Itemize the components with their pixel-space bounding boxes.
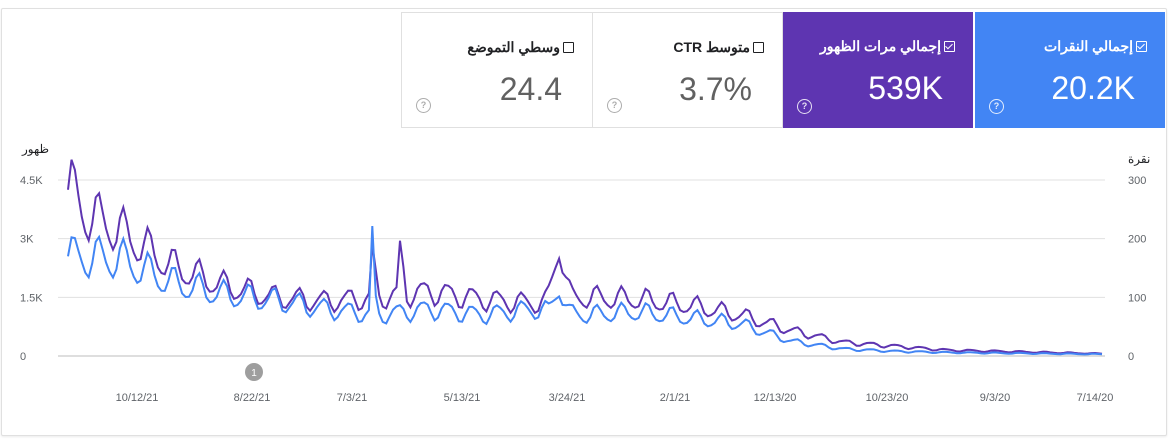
metric-card-average-position[interactable]: وسطي التموضع 24.4 ? [401, 12, 592, 128]
help-icon[interactable]: ? [797, 99, 812, 114]
annotation-circle[interactable] [245, 363, 263, 381]
x-ticks: 10/12/21 8/22/21 7/3/21 5/13/21 3/24/21 2/1/2… [116, 392, 1114, 404]
x-tick-label: 7/3/21 [337, 392, 368, 404]
y-left-tick-label: 1.5K [20, 292, 43, 304]
help-icon[interactable]: ? [607, 98, 622, 113]
x-tick-label: 2/1/21 [660, 392, 691, 404]
metric-card-total-clicks[interactable]: إجمالي النقرات 20.2K ? [975, 12, 1165, 128]
x-tick-label: 5/13/21 [444, 392, 481, 404]
checkbox-checked-icon[interactable] [1136, 41, 1147, 52]
metric-value: 24.4 [499, 71, 562, 107]
x-tick-label: 8/22/21 [234, 392, 271, 404]
x-tick-label: 3/24/21 [549, 392, 586, 404]
y-right-tick-label: 200 [1128, 234, 1146, 246]
series-line-impressions [67, 159, 1103, 355]
x-tick-label: 12/13/20 [754, 392, 797, 404]
y-right-axis-title: نقرة [1128, 152, 1150, 166]
metric-card-total-impressions[interactable]: إجمالي مرات الظهور 539K ? [783, 12, 973, 128]
checkbox-icon[interactable] [563, 42, 574, 53]
y-left-tick-label: 0 [20, 351, 26, 363]
x-tick-label: 9/3/20 [980, 392, 1011, 404]
x-tick-label: 10/23/20 [866, 392, 909, 404]
annotation-label: 1 [251, 368, 257, 379]
y-right-tick-label: 0 [1128, 351, 1134, 363]
metric-label: وسطي التموضع [467, 39, 560, 55]
help-icon[interactable]: ? [989, 99, 1004, 114]
y-left-tick-label: 4.5K [20, 175, 43, 187]
series-line-clicks [67, 226, 1103, 356]
y-right-ticks: 300 200 100 0 [1128, 175, 1146, 363]
annotation-marker[interactable]: 1 [245, 363, 263, 381]
metric-label: إجمالي النقرات [1044, 38, 1133, 54]
y-right-tick-label: 100 [1128, 292, 1146, 304]
chart-grid [58, 179, 1105, 357]
metric-value: 3.7% [679, 71, 752, 107]
checkbox-checked-icon[interactable] [944, 41, 955, 52]
y-left-tick-label: 3K [20, 234, 34, 246]
metric-value: 539K [868, 70, 943, 106]
metric-card-average-ctr[interactable]: متوسط CTR 3.7% ? [592, 12, 783, 128]
y-left-ticks: 4.5K 3K 1.5K 0 [20, 175, 43, 363]
help-icon[interactable]: ? [416, 98, 431, 113]
metric-label: إجمالي مرات الظهور [820, 38, 941, 54]
y-right-tick-label: 300 [1128, 175, 1146, 187]
checkbox-icon[interactable] [753, 42, 764, 53]
x-tick-label: 10/12/21 [116, 392, 159, 404]
metric-value: 20.2K [1051, 70, 1135, 106]
metric-label: متوسط CTR [673, 39, 750, 55]
y-left-axis-title: ظهور [21, 142, 49, 156]
x-tick-label: 7/14/20 [1077, 392, 1114, 404]
